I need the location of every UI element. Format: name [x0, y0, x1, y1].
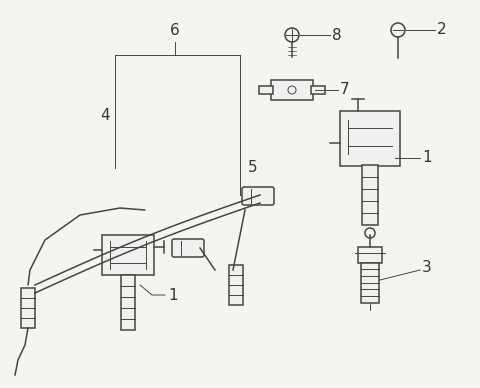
Bar	[21, 288, 35, 328]
Bar	[229, 265, 243, 305]
Bar	[259, 86, 273, 94]
Bar	[311, 86, 325, 94]
Text: 1: 1	[422, 151, 432, 166]
Text: 7: 7	[340, 83, 349, 97]
Text: 8: 8	[332, 28, 342, 43]
Text: 6: 6	[170, 23, 180, 38]
Bar	[121, 275, 135, 330]
Bar	[358, 247, 382, 263]
Bar	[361, 263, 379, 303]
Text: 5: 5	[248, 161, 258, 175]
FancyBboxPatch shape	[172, 239, 204, 257]
Bar	[271, 80, 313, 100]
Text: 3: 3	[422, 260, 432, 275]
FancyBboxPatch shape	[242, 187, 274, 205]
Bar	[102, 235, 154, 275]
Text: 2: 2	[437, 23, 446, 38]
Text: 1: 1	[168, 288, 178, 303]
Text: 4: 4	[100, 107, 110, 123]
Bar	[362, 165, 378, 225]
Bar	[340, 111, 400, 166]
